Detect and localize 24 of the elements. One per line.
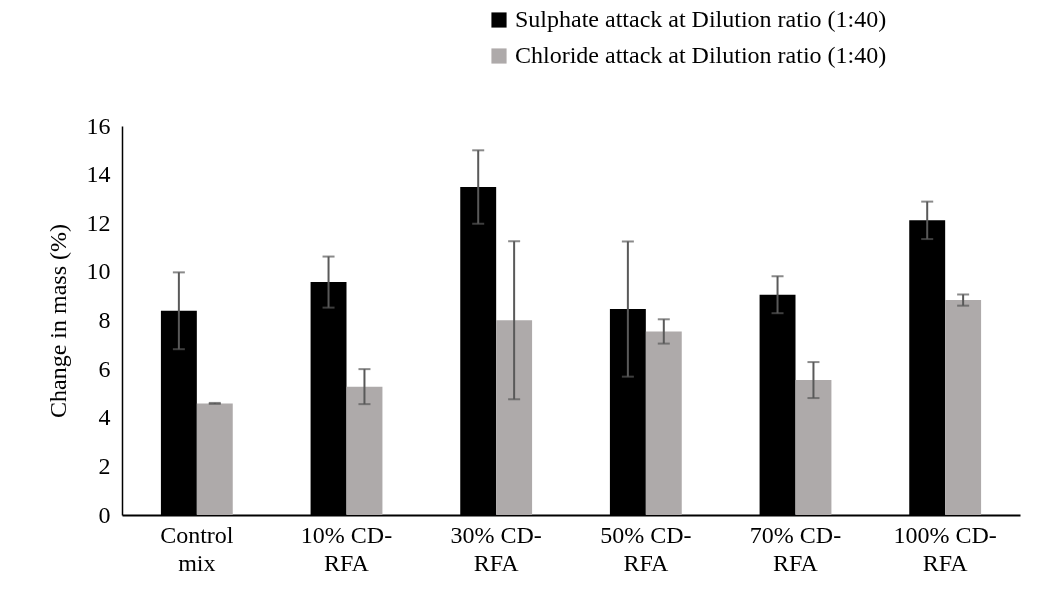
y-tick-label: 12: [86, 209, 111, 236]
y-axis-title: Change in mass (%): [44, 224, 71, 418]
legend-label: Sulphate attack at Dilution ratio (1:40): [515, 6, 887, 32]
bar: [645, 331, 682, 515]
legend-label: Chloride attack at Dilution ratio (1:40): [515, 42, 887, 68]
bar: [945, 300, 982, 515]
bar: [795, 380, 832, 515]
bar: [196, 403, 233, 515]
y-tick-label: 10: [86, 258, 111, 285]
y-tick-label: 4: [98, 404, 111, 431]
x-tick-label: 10% CD-RFA: [300, 521, 393, 576]
y-tick-label: 6: [98, 355, 111, 382]
y-tick-label: 0: [98, 501, 111, 528]
x-tick-label: 70% CD-RFA: [749, 521, 842, 576]
y-tick-label: 16: [86, 112, 111, 139]
x-tick-label: 100% CD-RFA: [893, 521, 997, 576]
bar: [346, 386, 383, 515]
x-tick-label: 30% CD-RFA: [450, 521, 542, 576]
bar: [496, 320, 533, 515]
y-tick-label: 14: [86, 161, 111, 188]
y-tick-label: 8: [98, 307, 111, 333]
x-tick-label: Control mix: [160, 521, 234, 576]
y-tick-label: 2: [98, 452, 111, 479]
x-tick-label: 50% CD-RFA: [600, 521, 692, 576]
